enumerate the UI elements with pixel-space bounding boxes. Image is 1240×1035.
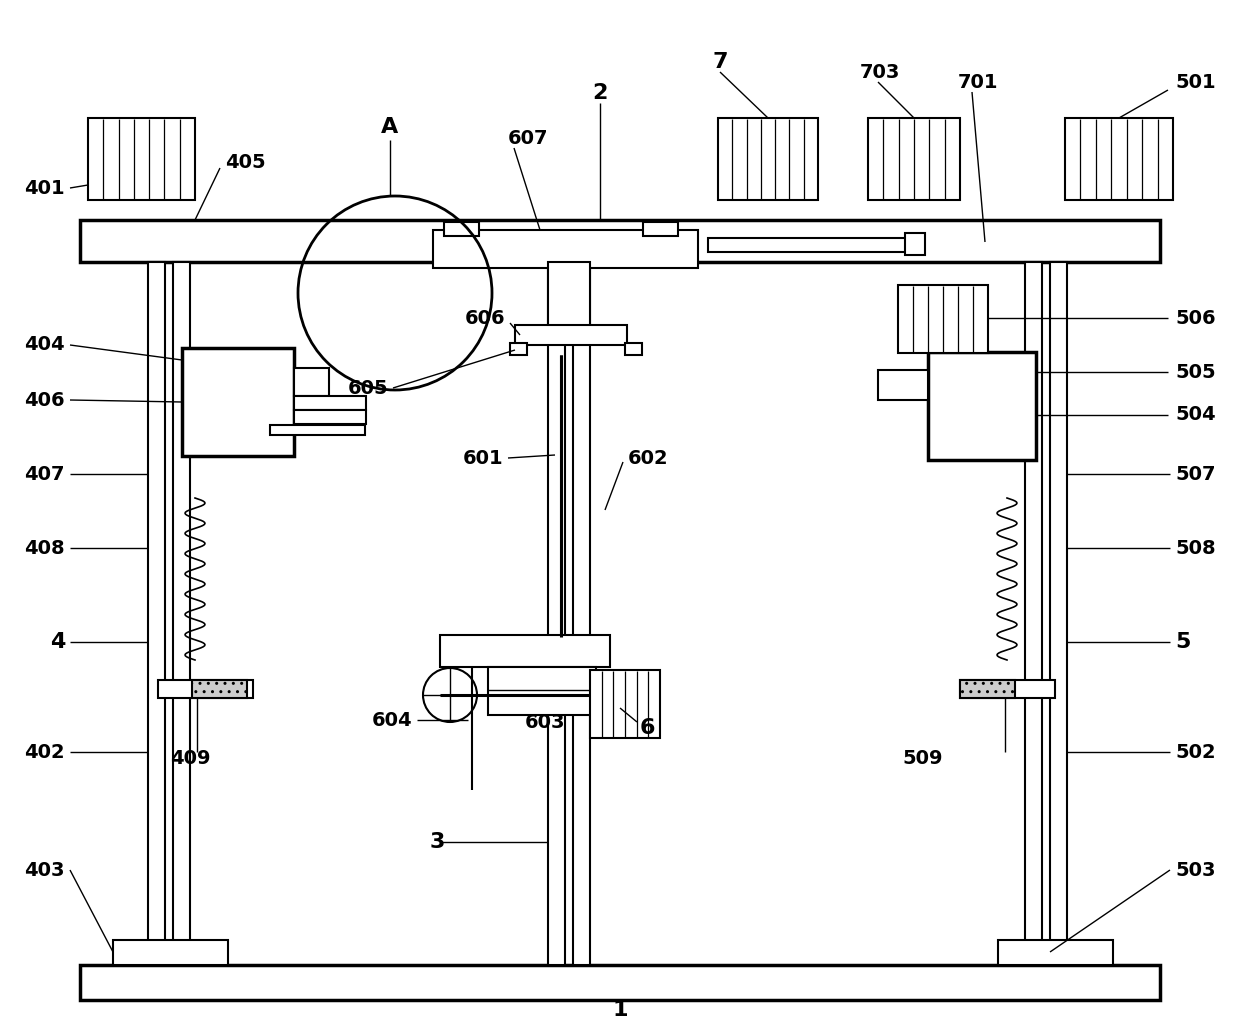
Bar [868,118,960,200]
Text: 403: 403 [25,860,64,880]
Text: 505: 505 [1176,362,1215,382]
Bar [192,680,247,698]
Bar [998,940,1114,965]
Text: 409: 409 [170,748,211,768]
Bar [270,425,365,435]
Bar [625,343,642,355]
Text: 401: 401 [25,178,64,198]
Text: 607: 607 [508,128,548,148]
Bar [515,325,627,345]
Text: 606: 606 [464,308,505,327]
Text: 509: 509 [901,748,942,768]
Text: 407: 407 [25,465,64,483]
Text: 1: 1 [613,1000,627,1021]
Bar [88,118,195,200]
Bar [1065,118,1173,200]
Text: 601: 601 [463,448,503,468]
Text: 4: 4 [50,632,64,652]
Bar [708,238,910,252]
Text: 503: 503 [1176,860,1215,880]
Bar [294,368,329,396]
Bar [174,262,190,965]
Text: A: A [382,117,398,137]
Text: 408: 408 [25,538,64,558]
Bar [960,680,1016,698]
Bar [1050,262,1066,965]
Text: 406: 406 [25,390,64,410]
Bar [294,396,366,410]
Bar [113,940,228,965]
Bar [548,262,565,965]
Text: 502: 502 [1176,742,1215,762]
Bar [444,221,479,236]
Bar [157,680,253,698]
Text: 508: 508 [1176,538,1215,558]
Bar [718,118,818,200]
Bar [905,233,925,255]
Bar [433,230,698,268]
Text: 7: 7 [712,52,728,72]
Text: 5: 5 [1176,632,1190,652]
Text: 405: 405 [224,153,265,173]
Bar [960,680,1055,698]
Text: 701: 701 [959,72,998,91]
Text: 501: 501 [1176,73,1215,92]
Bar [573,262,590,965]
Bar [1025,262,1042,965]
Bar [294,410,366,424]
Bar [182,348,294,456]
Text: 402: 402 [25,742,64,762]
Bar [590,670,660,738]
Bar [148,262,165,965]
Bar [878,369,928,400]
Bar [81,220,1159,262]
Text: 404: 404 [25,335,64,355]
Bar [898,285,988,353]
Bar [81,965,1159,1000]
Text: 507: 507 [1176,465,1215,483]
Bar [510,343,527,355]
Text: 6: 6 [640,718,656,738]
Text: 603: 603 [525,712,565,732]
Text: 602: 602 [627,448,668,468]
Bar [548,262,590,330]
Bar [644,221,678,236]
Bar [928,352,1035,460]
Text: 3: 3 [430,832,445,852]
Bar [489,667,596,715]
Text: 504: 504 [1176,406,1215,424]
Text: 605: 605 [347,379,388,397]
Text: 703: 703 [861,62,900,82]
Text: 506: 506 [1176,308,1215,327]
Text: 2: 2 [591,83,608,104]
Bar [440,635,610,667]
Text: 604: 604 [371,710,412,730]
